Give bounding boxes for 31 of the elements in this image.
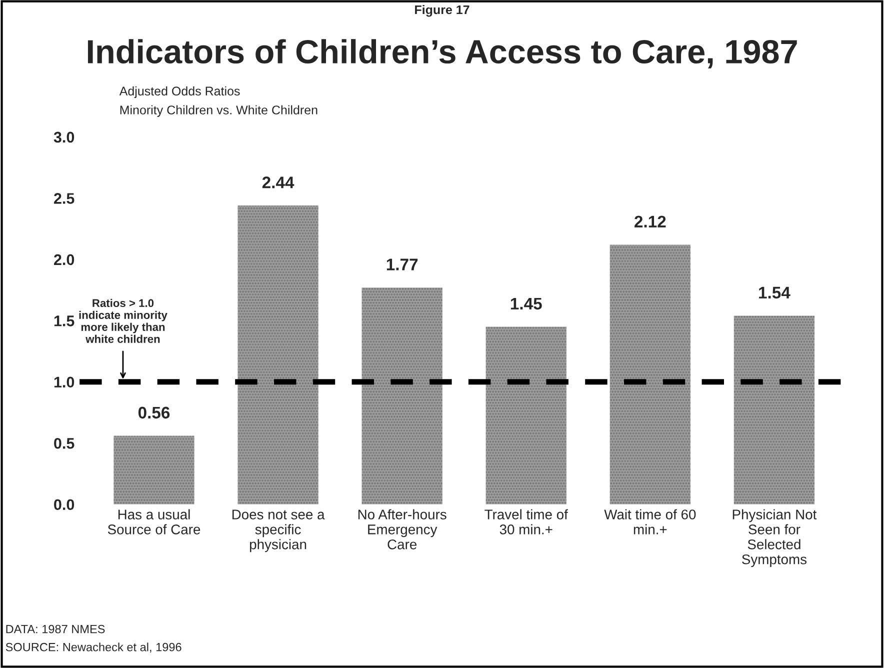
y-tick-label: 0.0 <box>54 499 74 510</box>
bar <box>734 316 815 504</box>
caption: Figure 17 <box>415 4 470 17</box>
data-label: 2.44 <box>262 176 294 188</box>
data-label: 0.56 <box>138 406 170 419</box>
y-tick-label: 2.5 <box>54 193 74 204</box>
ref-line-label: Ratios > 1.0 indicate minority more likely than white children <box>79 298 168 343</box>
bar <box>114 436 194 504</box>
bar <box>486 326 566 504</box>
y-tick-label: 0.5 <box>54 438 74 449</box>
data-label: 1.45 <box>510 298 542 310</box>
x-tick-label: Wait time of 60 min.+ <box>604 509 696 534</box>
data-label: 2.12 <box>634 216 666 228</box>
y-tick-label: 2.0 <box>54 254 74 266</box>
source-note: SOURCE: Newacheck et al, 1996 <box>6 642 182 653</box>
bar <box>362 288 442 504</box>
chart-title: Indicators of Children’s Access to Care, 1987 <box>88 39 797 68</box>
x-tick-label: Physician Not Seen for Selected Symptoms <box>732 509 817 568</box>
x-tick-label: Has a usual Source of Care <box>108 509 200 534</box>
chart-subtitle: Adjusted Odds Ratios Minority Children vs. White Children <box>119 86 318 117</box>
bar <box>238 206 318 504</box>
x-tick-label: Does not see a specific physician <box>232 510 325 552</box>
y-tick-label: 1.5 <box>54 316 74 326</box>
y-tick-label: 1.0 <box>54 376 74 388</box>
x-tick-label: No After-hours Emergency Care <box>358 509 446 550</box>
text: DATA: 1987 NMES <box>6 624 105 634</box>
x-tick-label: Travel time of 30 min.+ <box>484 509 568 534</box>
y-tick-label: 3.0 <box>54 132 74 143</box>
bar <box>610 244 690 504</box>
data-label: 1.77 <box>386 258 418 270</box>
data-label: 1.54 <box>759 286 790 299</box>
